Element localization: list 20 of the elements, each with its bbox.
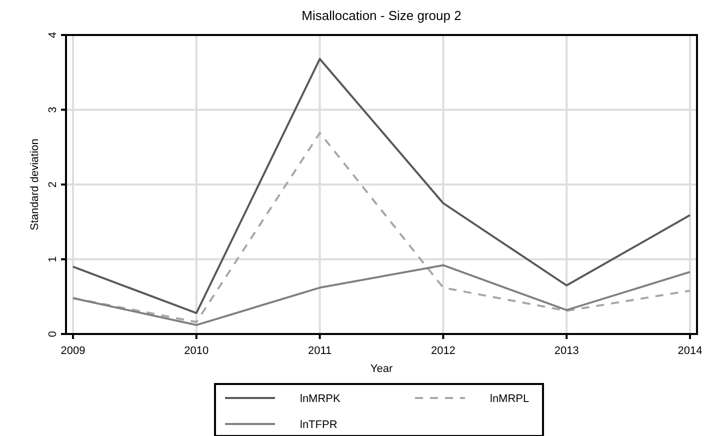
legend-label: lnTFPR — [300, 419, 338, 431]
y-tick-label: 2 — [47, 181, 59, 188]
line-series — [72, 264, 691, 326]
x-tick-label: 2014 — [678, 345, 702, 357]
legend-label: lnMRPL — [490, 393, 530, 405]
legend-label: lnMRPK — [300, 393, 342, 405]
line-series — [72, 58, 691, 314]
x-tick-label: 2011 — [308, 345, 332, 357]
y-axis-title: Standard deviation — [29, 138, 41, 230]
y-tick-label: 0 — [47, 330, 59, 338]
x-tick-label: 2009 — [60, 345, 86, 357]
x-tick-label: 2013 — [554, 345, 579, 357]
line-series — [72, 132, 691, 324]
x-axis-title: Year — [370, 363, 393, 375]
y-tick-label: 3 — [47, 106, 59, 113]
x-tick-label: 2012 — [430, 345, 456, 357]
chart-title: Misallocation - Size group 2 — [302, 8, 462, 23]
x-tick-label: 2010 — [184, 345, 209, 357]
y-tick-label: 1 — [47, 256, 59, 262]
y-tick-label: 4 — [47, 32, 59, 38]
